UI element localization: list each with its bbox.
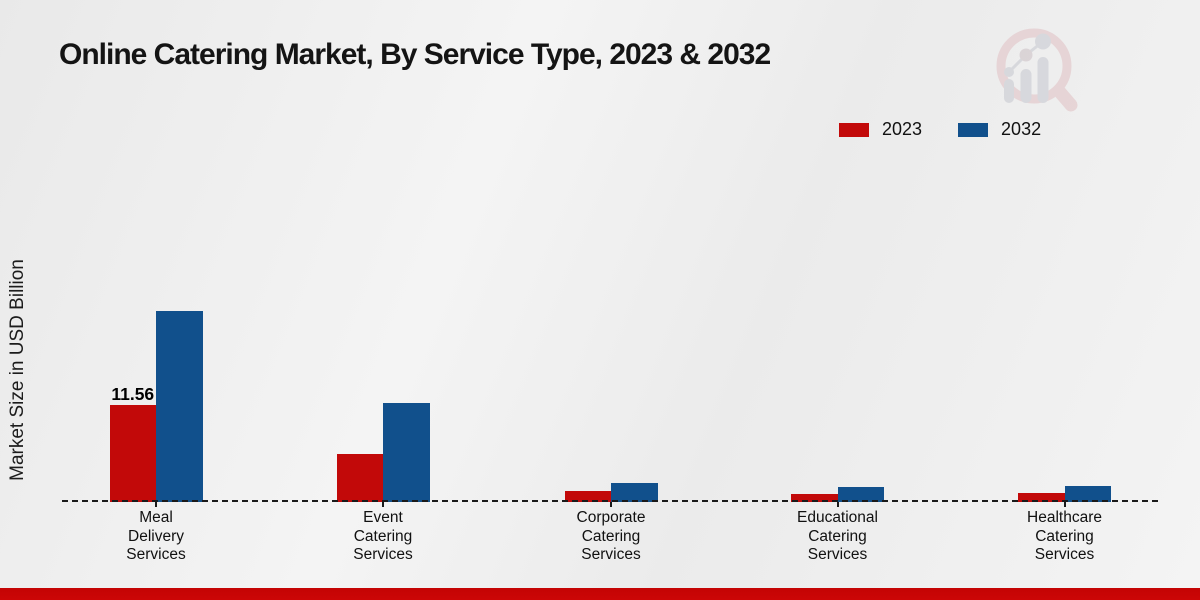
footer-accent-bar [0,588,1200,600]
bar-2032-corporate-catering-services [611,483,658,502]
legend-swatch-2032 [958,122,989,137]
category-label: Healthcare Catering Services [1027,509,1102,563]
x-axis-tick [836,502,839,507]
bar-2032-event-catering-services [383,403,430,502]
magnifier-bar-chart-logo [996,28,1078,112]
legend: 2023 2032 [839,119,1041,140]
bar-value-label: 11.56 [111,383,155,404]
x-axis-tick [155,502,157,507]
bar-2032-healthcare-catering-services [1064,485,1111,502]
bar-2023-corporate-catering-services [564,491,611,502]
bar-2023-meal-delivery-services [109,404,156,502]
legend-label-2032: 2032 [1001,119,1042,139]
bar-2032-meal-delivery-services [156,310,203,502]
chart-title: Online Catering Market, By Service Type,… [59,38,771,71]
zero-baseline [62,500,1158,502]
bar-2023-educational-catering-services [791,494,838,502]
bar-2023-healthcare-catering-services [1018,493,1065,502]
x-axis-tick [382,502,384,507]
legend-swatch-2023 [839,122,869,137]
bar-2023-event-catering-services [336,454,383,502]
category-label: Educational Catering Services [796,509,878,563]
x-axis-tick [610,502,612,507]
category-label: Meal Delivery Services [126,509,186,563]
category-label: Event Catering Services [353,509,413,563]
legend-item-2032: 2032 [958,119,1041,140]
x-axis-tick [1063,502,1066,507]
legend-label-2023: 2023 [882,119,923,139]
category-label: Corporate Catering Services [576,509,646,563]
legend-item-2023: 2023 [839,119,922,140]
bar-2032-educational-catering-services [837,486,884,502]
